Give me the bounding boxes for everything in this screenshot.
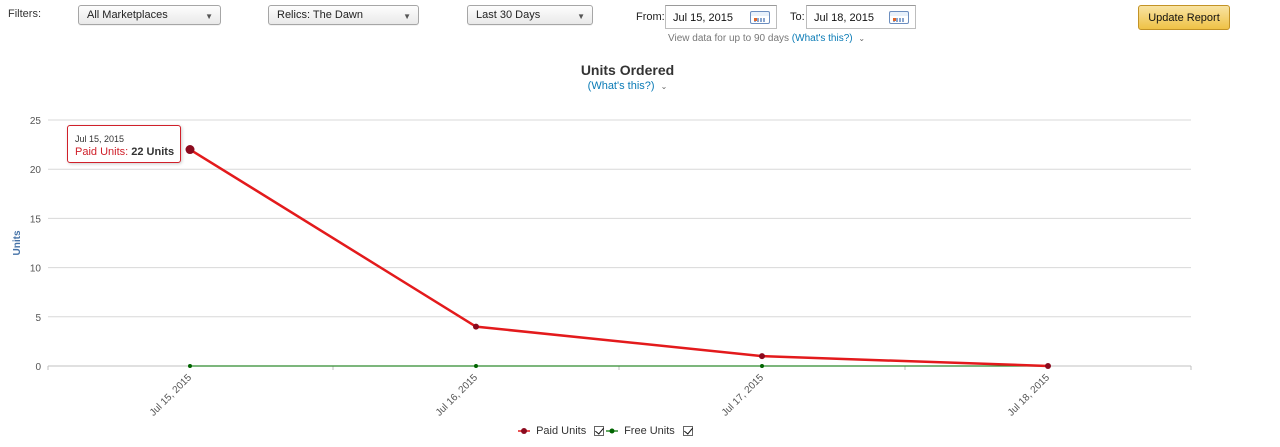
- tooltip-series-name: Paid Units:: [75, 146, 129, 158]
- y-axis-title: Units: [12, 230, 23, 255]
- free-units-point: [760, 364, 764, 368]
- chart-title: Units Ordered: [580, 62, 675, 78]
- paid-units-series-line: [189, 148, 1049, 368]
- x-axis: Jul 15, 2015 Jul 16, 2015 Jul 17, 2015 Jul …: [47, 365, 1192, 419]
- y-tick-label: 25: [30, 116, 42, 127]
- from-date-input[interactable]: Jul 15, 2015: [665, 5, 777, 29]
- free-units-point: [474, 364, 478, 368]
- date-range-hint-text: View data for up to 90 days: [668, 33, 790, 44]
- checkbox-checked-icon[interactable]: [594, 426, 605, 437]
- paid-units-point: [759, 353, 765, 360]
- to-date-input[interactable]: Jul 18, 2015: [806, 5, 916, 29]
- legend-item-paid-units[interactable]: Paid Units: [518, 425, 605, 437]
- from-label: From:: [636, 11, 665, 23]
- paid-units-legend-icon: [518, 428, 530, 435]
- free-units-point: [188, 364, 192, 368]
- x-tick-label: Jul 17, 2015: [720, 372, 767, 419]
- chart-series: [185, 145, 1051, 369]
- marketplace-select[interactable]: All Marketplaces ▼: [78, 5, 221, 25]
- period-select[interactable]: Last 30 Days ▼: [467, 5, 593, 25]
- tooltip-date: Jul 15, 2015: [75, 134, 125, 144]
- y-tick-label: 15: [30, 214, 42, 225]
- tooltip-value: 22 Units: [131, 146, 175, 158]
- paid-units-point: [473, 323, 479, 330]
- y-tick-label: 10: [30, 264, 42, 275]
- filters-label: Filters:: [8, 8, 41, 20]
- x-tick-label: Jul 16, 2015: [434, 372, 481, 419]
- calendar-icon[interactable]: [750, 11, 770, 24]
- calendar-icon[interactable]: [889, 11, 909, 24]
- to-date-value: Jul 18, 2015: [814, 12, 874, 24]
- y-tick-label: 0: [35, 362, 41, 373]
- to-label: To:: [790, 11, 805, 23]
- x-tick-label: Jul 15, 2015: [148, 372, 195, 419]
- tooltip-line: Paid Units: 22 Units: [75, 146, 180, 158]
- paid-units-point: [1045, 363, 1051, 369]
- chart-grid: [48, 119, 1191, 367]
- chart-tooltip: Jul 15, 2015 Paid Units: 22 Units: [67, 125, 181, 163]
- dropdown-arrow-icon: ▼: [403, 12, 411, 21]
- y-axis: 0 5 10 15 20 25: [30, 116, 42, 373]
- x-tick-label: Jul 18, 2015: [1006, 372, 1053, 419]
- free-units-legend-icon: [606, 428, 618, 434]
- legend-label-free: Free Units: [624, 425, 675, 437]
- whats-this-link-chart[interactable]: (What's this?): [587, 80, 655, 92]
- checkbox-checked-icon[interactable]: [682, 426, 693, 437]
- legend-item-free-units[interactable]: Free Units: [606, 425, 693, 437]
- from-date-value: Jul 15, 2015: [673, 12, 733, 24]
- chevron-down-icon[interactable]: ⌄: [858, 34, 866, 43]
- update-report-button[interactable]: Update Report: [1138, 5, 1230, 30]
- period-select-value: Last 30 Days: [476, 9, 541, 21]
- title-select-value: Relics: The Dawn: [277, 9, 363, 21]
- marketplace-select-value: All Marketplaces: [87, 9, 168, 21]
- whats-this-link-dates[interactable]: (What's this?): [791, 33, 853, 44]
- y-tick-label: 5: [35, 313, 41, 324]
- dropdown-arrow-icon: ▼: [577, 12, 585, 21]
- chart-subtitle: (What's this?) ⌄: [0, 80, 1255, 92]
- chevron-down-icon[interactable]: ⌄: [660, 82, 668, 91]
- y-tick-label: 20: [30, 165, 42, 176]
- paid-units-point: [185, 145, 195, 155]
- dropdown-arrow-icon: ▼: [205, 12, 213, 21]
- title-select[interactable]: Relics: The Dawn ▼: [268, 5, 419, 25]
- date-range-hint: View data for up to 90 days (What's this…: [668, 33, 865, 44]
- legend-label-paid: Paid Units: [536, 425, 587, 437]
